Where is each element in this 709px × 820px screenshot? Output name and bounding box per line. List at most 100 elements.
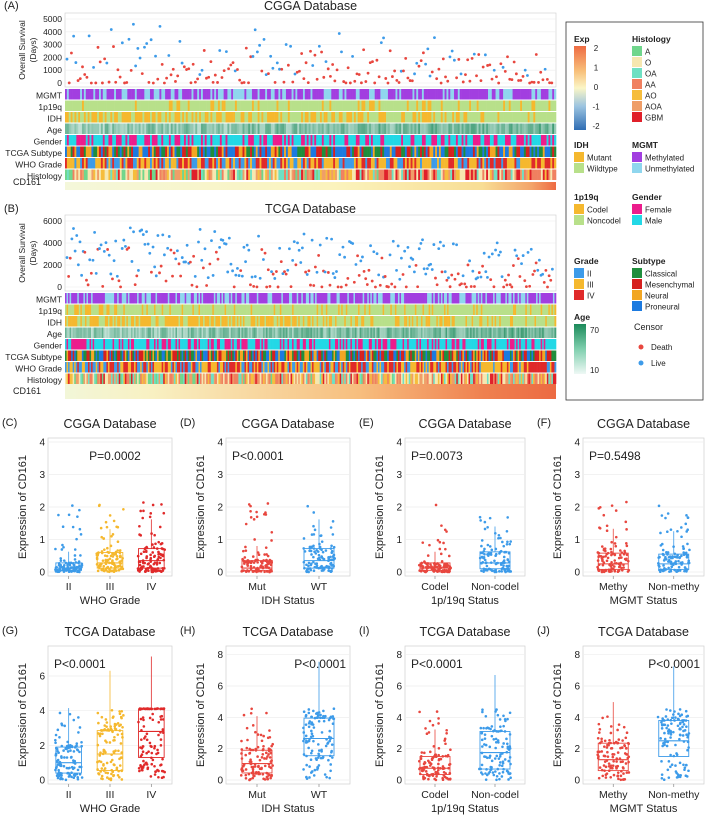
track-cell — [387, 146, 391, 157]
track-cell — [200, 89, 204, 100]
track-cell — [236, 135, 240, 146]
track-cell — [382, 362, 385, 373]
track-cell — [92, 362, 95, 373]
track-cell — [144, 123, 147, 134]
track-cell — [399, 112, 402, 123]
track-cell — [207, 327, 210, 338]
track-cell — [161, 89, 164, 100]
track-cell — [416, 350, 419, 361]
track-cell — [256, 350, 259, 361]
track-cell — [146, 304, 149, 315]
survival-point-death — [83, 73, 87, 76]
track-cell — [190, 293, 193, 304]
survival-point-death — [329, 74, 332, 78]
track-cell — [125, 89, 128, 100]
track-cell — [401, 327, 403, 338]
track-cell — [280, 169, 283, 180]
track-cell — [144, 169, 147, 180]
track-cell — [500, 293, 503, 304]
track-cell — [121, 327, 124, 338]
track-cell — [81, 350, 84, 361]
track-cell — [534, 350, 537, 361]
track-cell — [537, 169, 540, 180]
track-cell — [495, 135, 498, 146]
track-cell — [486, 135, 489, 146]
track-cell — [291, 158, 294, 169]
track-cell — [291, 89, 294, 100]
track-cell — [72, 135, 75, 146]
track-cell — [336, 304, 339, 315]
track-cell — [170, 293, 173, 304]
track-cell — [120, 327, 123, 338]
track-cell — [454, 89, 457, 100]
track-cell — [433, 339, 436, 350]
track-cell — [106, 169, 109, 180]
track-cell — [378, 169, 381, 180]
track-cell — [488, 123, 491, 134]
track-cell — [110, 135, 113, 146]
track-cell — [340, 135, 343, 146]
track-cell — [544, 89, 547, 100]
track-cell — [496, 304, 498, 315]
track-cell — [177, 316, 179, 327]
track-cell — [242, 100, 245, 111]
track-cell — [138, 169, 141, 180]
track-cell — [378, 89, 381, 100]
track-cell — [285, 158, 289, 169]
survival-point-live — [224, 242, 228, 246]
track-cell — [499, 135, 502, 146]
track-cell — [210, 112, 213, 123]
track-cell — [284, 327, 287, 338]
survival-point-death — [125, 81, 129, 84]
track-cell — [516, 169, 519, 180]
survival-point-death — [202, 49, 206, 52]
track-cell — [473, 293, 475, 304]
track-cell — [101, 316, 104, 327]
track-cell — [532, 304, 535, 315]
track-cell — [460, 316, 463, 327]
track-cell — [278, 327, 281, 338]
survival-point-live — [269, 54, 273, 58]
track-cell — [394, 293, 397, 304]
track-cell — [240, 123, 243, 134]
track-cell — [450, 123, 453, 134]
track-cell — [369, 169, 372, 180]
track-cell — [140, 158, 143, 169]
track-cell — [209, 316, 212, 327]
track-label: Age — [47, 125, 62, 135]
track-cell — [397, 169, 400, 180]
track-cell — [493, 327, 495, 338]
track-cell — [403, 135, 406, 146]
track-cell — [452, 146, 455, 157]
track-cell — [204, 362, 207, 373]
track-cell — [104, 327, 107, 338]
track-cell — [91, 362, 93, 373]
track-cell — [72, 350, 75, 361]
track-cell — [280, 100, 283, 111]
track-cell — [110, 158, 113, 169]
track-cell — [187, 158, 190, 169]
track-cell — [206, 158, 209, 169]
track-cell — [77, 304, 80, 315]
track-cell — [514, 304, 517, 315]
track-cell — [457, 293, 460, 304]
track-cell — [316, 100, 319, 111]
track-cell — [229, 135, 232, 146]
track-cell — [95, 316, 98, 327]
track-cell — [461, 100, 464, 111]
track-cell — [402, 327, 405, 338]
track-cell — [501, 158, 504, 169]
track-cell — [189, 350, 192, 361]
track-cell — [344, 146, 347, 157]
track-cell — [423, 123, 426, 134]
track-cell — [350, 89, 353, 100]
track-cell — [342, 350, 345, 361]
track-cell — [132, 135, 136, 146]
track-cell — [299, 327, 302, 338]
track-cell — [232, 350, 235, 361]
track-cell — [416, 327, 419, 338]
track-cell — [352, 169, 355, 180]
track-cell — [68, 304, 70, 315]
track-cell — [152, 304, 155, 315]
track-cell — [259, 339, 262, 350]
